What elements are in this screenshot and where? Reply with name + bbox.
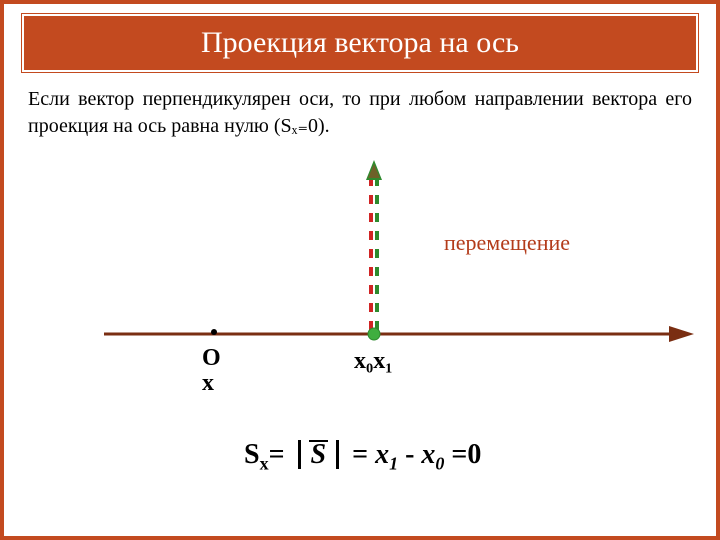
body-paragraph: Если вектор перпендикулярен оси, то при … [28,86,692,140]
origin-letter: О [202,345,221,371]
formula-abs: S [298,440,340,469]
x0x1-label: x₀x₁ [354,348,392,375]
formula-minus: - [398,439,421,470]
origin-dot [211,329,217,335]
x-point-dot [368,328,380,340]
x0-label: x₀ [354,348,373,374]
formula-S: S [244,439,260,470]
axis-name-letter: x [202,370,214,396]
formula-rhs: =0 [444,439,481,470]
formula-abs-S: S [309,440,329,467]
displacement-label: перемещение [444,230,570,256]
slide-frame: Проекция вектора на ось Если вектор перп… [4,4,716,536]
formula-eq2: = [345,439,375,470]
slide-title: Проекция вектора на ось [201,26,519,60]
x1-label: x₁ [373,348,392,374]
title-band: Проекция вектора на ось [22,14,698,72]
formula-x1: x [375,439,389,470]
formula-S-sub: x [260,454,269,474]
origin-label: О x [202,346,221,396]
axis-diagram [4,154,720,414]
formula-eq1: = [269,439,292,470]
projection-formula: Sx= S = x1 - x0 =0 [244,439,694,475]
formula-x1-sub: 1 [389,454,398,474]
x-axis-arrowhead [669,326,694,342]
formula-x0: x [421,439,435,470]
